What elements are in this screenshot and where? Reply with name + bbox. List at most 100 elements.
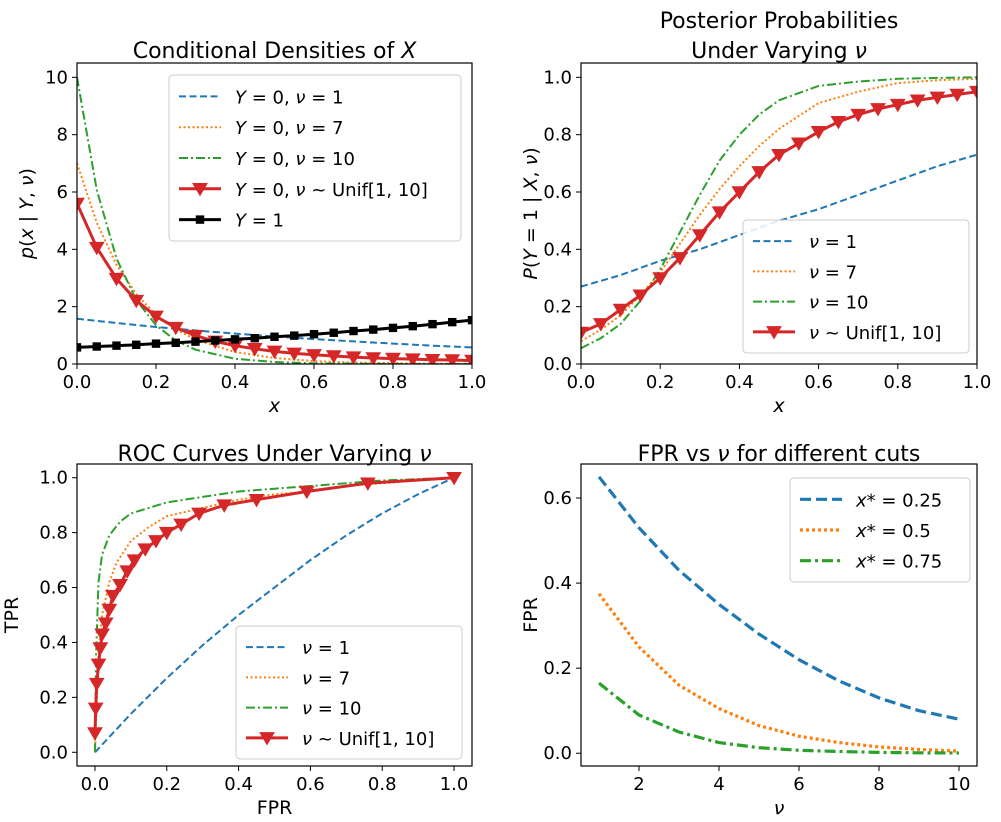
- x-tick-label: 4: [713, 774, 724, 795]
- series-line: [94, 476, 455, 753]
- data-point: [969, 85, 977, 100]
- data-point: [173, 518, 190, 533]
- x-tick-label: 6: [793, 774, 804, 795]
- chart-title: FPR vs ν for different cuts: [638, 442, 921, 467]
- legend-label: ν = 7: [809, 262, 857, 283]
- y-tick-label: 0.4: [39, 632, 68, 653]
- x-tick-label: 0.4: [224, 774, 253, 795]
- data-point: [929, 91, 946, 106]
- legend-label: x* = 0.25: [855, 490, 942, 511]
- data-point: [88, 677, 105, 692]
- series-2: [597, 592, 960, 753]
- series-1: [94, 476, 455, 753]
- data-point: [790, 137, 807, 151]
- x-axis-label: x: [268, 395, 281, 417]
- x-axis-label: ν: [774, 797, 785, 819]
- legend: ν = 1 ν = 7 ν = 10 ν ~ Unif[1, 10]: [742, 219, 970, 354]
- data-point: [112, 341, 121, 350]
- data-point: [191, 337, 200, 346]
- legend-box: [789, 477, 971, 583]
- data-point: [132, 340, 141, 349]
- data-point: [298, 485, 315, 500]
- legend-label: ν = 1: [302, 638, 350, 659]
- data-point: [349, 326, 358, 336]
- legend-box: [168, 74, 462, 242]
- data-point: [751, 166, 768, 180]
- series-line: [77, 317, 472, 349]
- data-point: [216, 499, 233, 513]
- data-point: [464, 354, 472, 364]
- data-point: [266, 345, 283, 360]
- axes-frame: [76, 62, 473, 365]
- legend: Y = 0, ν = 1 Y = 0, ν = 7 Y = 0, ν = 10 Y =…: [168, 74, 462, 242]
- data-point: [187, 329, 204, 344]
- series-3: [598, 681, 960, 755]
- data-point: [632, 289, 649, 303]
- data-point: [158, 526, 175, 541]
- series-line: [581, 77, 977, 342]
- series-1: [77, 317, 472, 349]
- y-tick-label: 0.2: [543, 297, 572, 318]
- y-tick-label: 10: [45, 67, 68, 88]
- data-point: [428, 319, 437, 329]
- x-tick-label: 2: [633, 774, 644, 795]
- y-tick-label: 0.8: [39, 523, 68, 544]
- x-tick-label: 0.8: [883, 372, 912, 393]
- x-tick-label: 0.8: [379, 372, 408, 393]
- data-point: [325, 350, 342, 364]
- series-line: [598, 681, 960, 755]
- data-point: [112, 579, 128, 593]
- data-point: [151, 339, 161, 348]
- x-axis-label: x: [772, 395, 785, 417]
- data-point: [329, 328, 338, 337]
- data-point: [87, 727, 103, 741]
- series-2: [581, 77, 977, 342]
- data-point: [408, 321, 417, 331]
- legend-label: Y = 1: [235, 211, 284, 232]
- legend: ν = 1 ν = 7 ν = 10 ν ~ Unif[1, 10]: [235, 625, 463, 760]
- chart-title: Posterior Probabilities: [660, 9, 899, 34]
- legend-label: ν = 7: [302, 668, 350, 689]
- y-tick-label: 1.0: [543, 67, 572, 88]
- data-point: [108, 272, 125, 287]
- series-3: [581, 76, 977, 350]
- data-point: [309, 329, 319, 339]
- series-4: [77, 197, 472, 364]
- data-point: [359, 477, 376, 491]
- chart-panel-4: 2 4 6 8 10 0.0 0.2 0.4 0.6 FPR vs ν for different…: [520, 442, 978, 819]
- y-tick-label: 0.0: [543, 743, 572, 764]
- legend-label: Y = 0, ν ~ Unif[1, 10]: [235, 180, 428, 201]
- y-tick-label: 0.6: [543, 488, 572, 509]
- axes-frame: [580, 463, 978, 767]
- data-point: [128, 294, 145, 309]
- data-point: [581, 326, 589, 341]
- legend-label: x* = 0.5: [855, 521, 931, 542]
- x-tick-label: 10: [948, 774, 971, 795]
- legend-label: ν = 1: [809, 232, 857, 253]
- data-point: [119, 565, 136, 579]
- y-axis-label: TPR: [1, 597, 23, 634]
- axes-frame: [580, 62, 978, 365]
- series-1: [597, 475, 960, 721]
- data-point: [446, 471, 462, 486]
- data-point: [889, 98, 906, 113]
- data-point: [167, 321, 184, 336]
- data-point: [592, 318, 609, 332]
- data-point: [230, 335, 240, 344]
- series-4: [581, 85, 977, 341]
- data-point: [90, 658, 107, 673]
- y-tick-label: 0.8: [543, 125, 572, 146]
- x-tick-label: 1.0: [458, 372, 487, 393]
- data-point: [467, 315, 472, 325]
- data-point: [424, 353, 441, 364]
- x-tick-label: 0.4: [221, 372, 250, 393]
- legend-marker: [192, 183, 208, 197]
- y-tick-label: 0.6: [39, 578, 68, 599]
- data-point: [711, 206, 728, 220]
- y-tick-label: 2: [57, 297, 68, 318]
- data-point: [126, 554, 143, 568]
- data-point: [94, 628, 111, 642]
- y-tick-label: 0.6: [543, 182, 572, 203]
- data-point: [850, 108, 867, 123]
